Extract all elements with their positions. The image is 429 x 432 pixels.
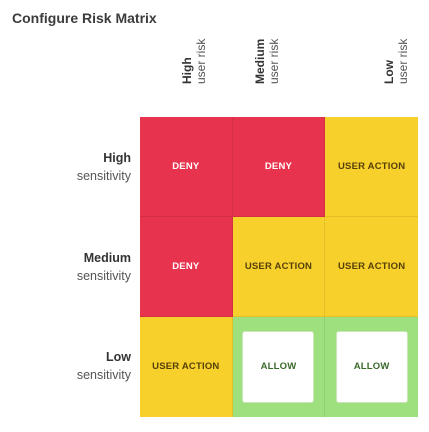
row-label: sensitivity xyxy=(76,169,131,183)
policy-action-button[interactable]: DENY xyxy=(149,130,222,203)
matrix-cell-medium-sensitivity-medium-risk[interactable]: USER ACTION xyxy=(232,217,326,317)
column-header-medium: Medium user risk xyxy=(233,30,281,112)
page-title: Configure Risk Matrix xyxy=(12,10,157,26)
matrix-cell-medium-sensitivity-high-risk[interactable]: DENY xyxy=(140,217,233,317)
row-level: High xyxy=(103,151,131,165)
matrix-cell-high-sensitivity-medium-risk[interactable]: DENY xyxy=(232,117,326,217)
column-label: user risk xyxy=(267,38,281,84)
policy-action-button[interactable]: ALLOW xyxy=(242,331,315,403)
policy-action-button[interactable]: USER ACTION xyxy=(335,130,408,203)
row-label: sensitivity xyxy=(76,368,131,382)
column-header-high: High user risk xyxy=(160,30,208,112)
row-level: Medium xyxy=(83,251,131,265)
row-header-high: High sensitivity xyxy=(0,149,131,185)
policy-action-button[interactable]: USER ACTION xyxy=(149,331,222,403)
matrix-cell-high-sensitivity-high-risk[interactable]: DENY xyxy=(140,117,233,217)
matrix-cell-medium-sensitivity-low-risk[interactable]: USER ACTION xyxy=(325,217,418,317)
row-level: Low xyxy=(106,350,131,364)
row-header-low: Low sensitivity xyxy=(0,348,131,384)
policy-action-button[interactable]: USER ACTION xyxy=(335,230,408,303)
policy-action-button[interactable]: DENY xyxy=(242,130,315,203)
matrix-cell-low-sensitivity-low-risk[interactable]: ALLOW xyxy=(325,317,418,417)
column-label: user risk xyxy=(396,38,410,84)
column-header-low: Low user risk xyxy=(362,30,410,112)
row-header-medium: Medium sensitivity xyxy=(0,249,131,285)
matrix-cell-high-sensitivity-low-risk[interactable]: USER ACTION xyxy=(325,117,418,217)
column-level: Low xyxy=(382,60,396,84)
policy-action-button[interactable]: USER ACTION xyxy=(242,230,315,303)
column-level: High xyxy=(180,57,194,84)
policy-action-button[interactable]: DENY xyxy=(149,230,222,303)
row-label: sensitivity xyxy=(76,269,131,283)
risk-matrix: DENY DENY USER ACTION DENY USER ACTION USER A… xyxy=(140,117,418,417)
matrix-cell-low-sensitivity-high-risk[interactable]: USER ACTION xyxy=(140,317,233,417)
column-label: user risk xyxy=(194,38,208,84)
matrix-cell-low-sensitivity-medium-risk[interactable]: ALLOW xyxy=(232,317,326,417)
policy-action-button[interactable]: ALLOW xyxy=(335,331,408,403)
column-level: Medium xyxy=(253,38,267,84)
